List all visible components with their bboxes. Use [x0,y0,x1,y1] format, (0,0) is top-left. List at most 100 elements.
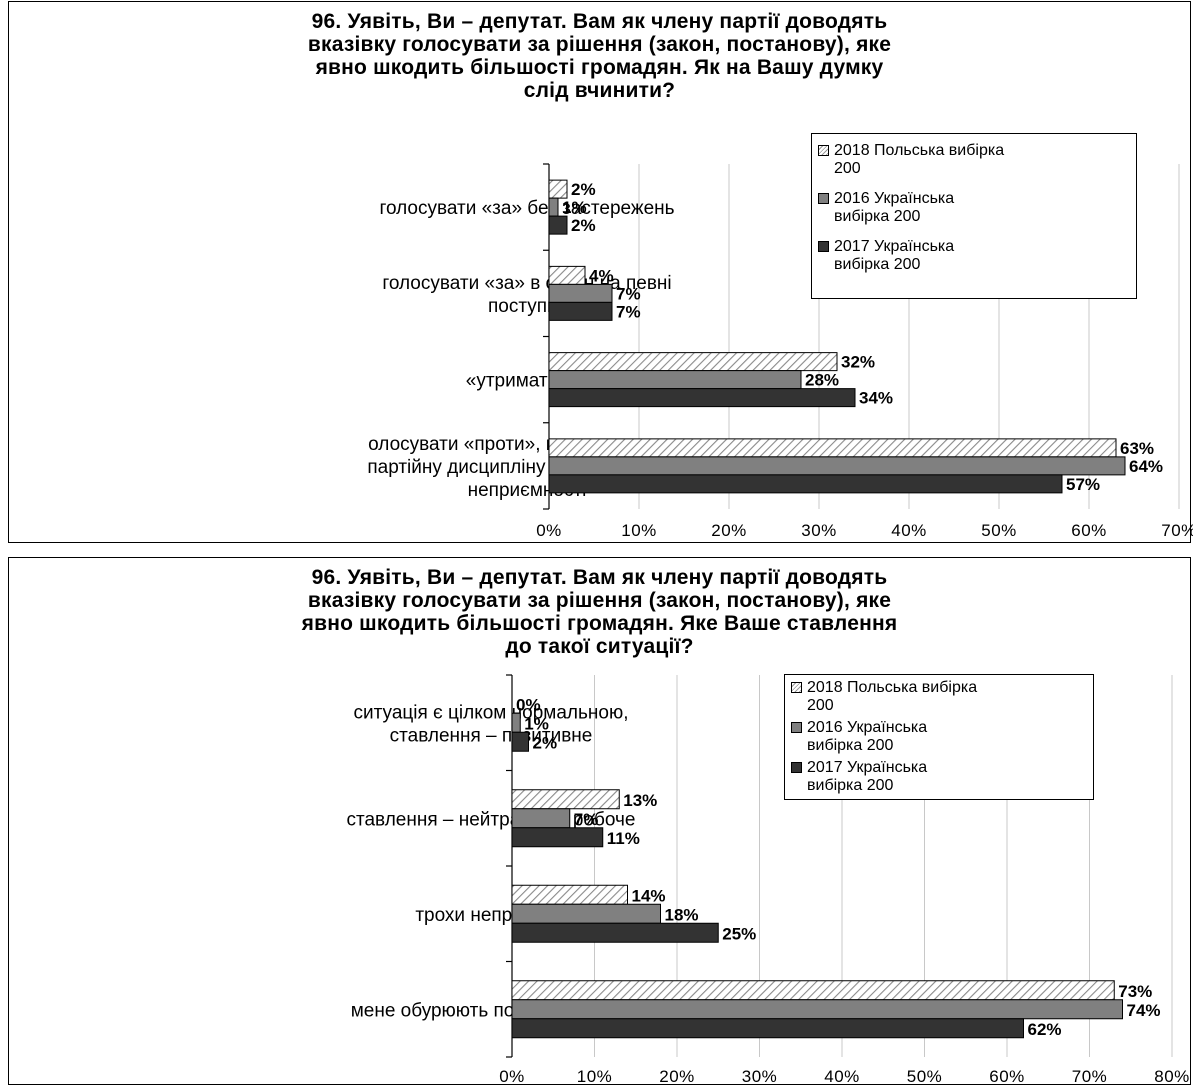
x-tick-label: 70% [1161,521,1193,540]
bar [548,265,586,285]
bar [511,922,719,943]
chart-plot-2: 0% 10% 20% 30% 40% 50% 60% 70% 80% ситуація є ціл… [346,674,1189,1086]
data-label: 7% [616,302,641,321]
data-label: 7% [616,284,641,303]
x-tick-label: 50% [907,1067,943,1086]
legend-swatch [818,145,829,156]
x-tick-label: 0% [536,521,562,540]
chart-title-2-line: до такої ситуації? [505,635,694,658]
data-label: 74% [1127,1001,1161,1020]
bar [511,731,529,752]
x-tick-label: 60% [989,1067,1025,1086]
chart-legend-1: 2018 Польська вибірка 200 2016 Українськ… [811,133,1137,299]
chart-panel-2: 96. Уявіть, Ви – депутат. Вам як члену п… [8,557,1191,1086]
data-label: 18% [665,905,699,924]
legend-swatch [791,682,802,693]
legend-label: 2018 Польська вибірка [834,142,1005,159]
bar [511,808,571,829]
category-label: поступки [488,296,566,317]
data-label: 62% [1028,1020,1062,1039]
data-label: 2% [571,180,596,199]
legend-label: 2017 Українська [807,759,928,776]
data-label: 0% [516,695,541,714]
legend-label: 2016 Українська [807,719,928,736]
legend-item-2018: 2018 Польська вибірка 200 [818,142,1130,178]
legend-item-2017: 2017 Українська вибірка 200 [791,759,1087,795]
x-tick-label: 40% [824,1067,860,1086]
legend-swatch [791,722,802,733]
chart-title-2: 96. Уявіть, Ви – депутат. Вам як члену п… [9,566,1190,658]
x-tick-label: 40% [891,521,927,540]
chart-title-2-line: явно шкодить більшості громадян. Яке Ваш… [301,612,898,635]
data-label: 1% [562,198,587,217]
bar [548,388,856,408]
chart-title-1-line: 96. Уявіть, Ви – депутат. Вам як члену п… [311,10,888,33]
legend-item-2016: 2016 Українська вибірка 200 [818,190,1130,226]
x-tick-label: 10% [577,1067,613,1086]
data-label: 64% [1129,457,1163,476]
legend-label: вибірка 200 [807,777,894,794]
data-label: 32% [841,353,875,372]
x-tick-label: 70% [1072,1067,1108,1086]
bar [511,827,604,848]
legend-label: 200 [807,697,834,714]
bar [511,903,661,924]
x-tick-label: 60% [1071,521,1107,540]
bar [548,438,1117,458]
legend-label: вибірка 200 [834,208,921,225]
data-label: 4% [589,266,614,285]
legend-swatch [818,241,829,252]
legend-label: 2016 Українська [834,190,955,207]
bar [548,283,613,303]
data-label: 25% [722,924,756,943]
category-label: ситуація є цілком нормальною, [354,702,629,723]
bar [511,789,620,810]
chart-title-1-line: слід вчинити? [523,79,676,102]
data-label: 57% [1066,475,1100,494]
chart-panel-1: 96. Уявіть, Ви – депутат. Вам як члену п… [8,1,1193,543]
chart-legend-2: 2018 Польська вибірка 200 2016 Українськ… [784,674,1094,800]
data-label: 28% [805,371,839,390]
chart-title-2-line: вказівку голосувати за рішення (закон, п… [307,589,892,612]
data-label: 63% [1120,439,1154,458]
bar [548,370,802,390]
bar [511,980,1115,1001]
legend-label: 200 [834,160,861,177]
data-label: 11% [607,829,640,848]
legend-label: 2018 Польська вибірка [807,679,978,696]
bar [511,712,521,733]
data-label: 34% [859,389,893,408]
chart-title-1-line: вказівку голосувати за рішення (закон, п… [307,33,892,56]
bar [548,197,559,217]
data-label: 1% [524,714,549,733]
bar [548,474,1063,494]
bar [548,179,568,199]
chart-plot-1: 0% 10% 20% 30% 40% 50% 60% 70% голосувати «за» б… [367,163,1193,540]
bar [548,456,1126,476]
legend-swatch [791,762,802,773]
legend-swatch [818,193,829,204]
legend-item-2018: 2018 Польська вибірка 200 [791,679,1087,715]
data-label: 13% [623,791,657,810]
bar [511,1018,1024,1039]
x-tick-label: 0% [499,1067,525,1086]
chart-title-1: 96. Уявіть, Ви – депутат. Вам як члену п… [9,10,1190,102]
chart-title-2-line: 96. Уявіть, Ви – депутат. Вам як члену п… [311,566,888,589]
legend-label: 2017 Українська [834,238,955,255]
category-label: голосувати «за» без застережень [379,198,674,219]
category-label: ставлення – позитивне [390,725,593,746]
data-label: 7% [574,810,599,829]
bar [511,884,628,905]
x-tick-label: 50% [981,521,1017,540]
x-tick-label: 20% [711,521,747,540]
bar [548,301,613,321]
chart-title-1-line: явно шкодить більшості громадян. Як на В… [315,56,884,79]
x-tick-label: 20% [659,1067,695,1086]
x-tick-label: 10% [621,521,657,540]
data-label: 2% [571,216,596,235]
x-tick-label: 30% [801,521,837,540]
legend-item-2017: 2017 Українська вибірка 200 [818,238,1130,274]
data-label: 14% [632,886,666,905]
bar [548,352,838,372]
data-label: 2% [533,733,558,752]
